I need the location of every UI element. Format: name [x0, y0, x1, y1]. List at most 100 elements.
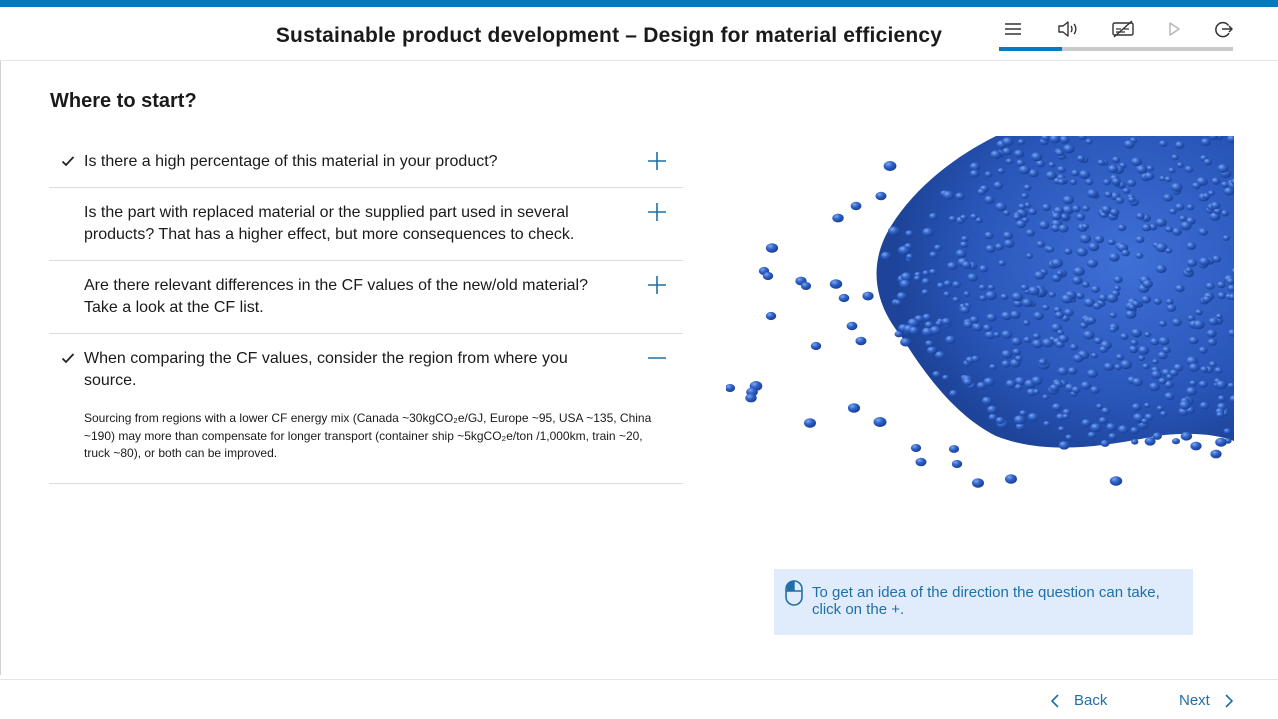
pellet: [800, 282, 812, 290]
pellet: [1102, 179, 1111, 186]
plus-icon[interactable]: [647, 275, 667, 295]
pellet: [1031, 339, 1044, 349]
pellet: [1017, 139, 1025, 145]
accordion-item[interactable]: When comparing the CF values, consider t…: [49, 334, 683, 484]
pellet: [979, 265, 989, 273]
pellet: [1186, 242, 1197, 250]
pellet: [1115, 197, 1125, 204]
pellet: [1215, 380, 1227, 390]
menu-icon[interactable]: [999, 18, 1027, 40]
pellet: [1165, 298, 1174, 305]
pellet: [1164, 392, 1175, 401]
top-accent-bar: [0, 0, 1278, 7]
toolbar: [999, 18, 1233, 44]
plus-icon[interactable]: [647, 151, 667, 171]
pellet: [1229, 395, 1234, 403]
next-button[interactable]: Next: [1179, 692, 1234, 709]
pellet: [1222, 235, 1230, 241]
speaker-icon[interactable]: [1054, 18, 1082, 40]
pellet: [1001, 330, 1013, 339]
pellet: [1034, 271, 1045, 280]
pellet: [1138, 345, 1150, 355]
pellet: [1062, 413, 1070, 420]
accordion-item[interactable]: Is there a high percentage of this mater…: [49, 137, 683, 188]
pellet: [1174, 141, 1185, 149]
pellet: [862, 291, 874, 301]
pellet: [1013, 415, 1026, 425]
plus-icon[interactable]: [647, 202, 667, 222]
pellet: [952, 281, 961, 288]
pellet: [1207, 338, 1217, 346]
pellet: [972, 478, 984, 488]
pellet: [1078, 170, 1091, 179]
pellet: [928, 213, 938, 220]
pellet: [1165, 226, 1174, 233]
pellet: [955, 249, 967, 259]
accordion-item[interactable]: Is the part with replaced material or th…: [49, 188, 683, 261]
pellet: [1078, 136, 1087, 140]
pellet: [1014, 384, 1023, 391]
play-icon[interactable]: [1160, 18, 1188, 40]
pellet: [1142, 363, 1150, 370]
pellet: [1195, 309, 1203, 316]
pellet: [1155, 218, 1167, 227]
pellet: [935, 320, 943, 327]
section-title: Where to start?: [50, 90, 197, 112]
pellet: [1158, 336, 1170, 346]
pellet: [989, 364, 997, 370]
pellet: [951, 460, 963, 468]
pellet: [988, 413, 998, 421]
pellet: [1217, 164, 1229, 173]
pellet: [1208, 136, 1219, 141]
chevron-right-icon: [1225, 693, 1233, 708]
pellet: [987, 284, 995, 291]
pellet: [1226, 136, 1234, 143]
pellet: [997, 168, 1005, 174]
pellet: [1174, 203, 1185, 211]
next-label: Next: [1179, 692, 1210, 709]
exit-icon[interactable]: [1209, 18, 1237, 40]
pellet: [1086, 259, 1098, 268]
pellet: [1095, 403, 1104, 410]
pellet: [1011, 337, 1022, 346]
pellet: [875, 191, 887, 201]
minus-icon[interactable]: [647, 348, 667, 368]
pellet: [1141, 418, 1149, 424]
pellet: [1188, 336, 1199, 345]
back-button[interactable]: Back: [1050, 692, 1107, 709]
pellet: [967, 273, 978, 282]
pellet: [1082, 281, 1090, 288]
pellet: [1109, 476, 1123, 486]
pellet: [1172, 438, 1180, 445]
pellet: [959, 241, 969, 248]
pellet: [1202, 295, 1212, 303]
pellet: [934, 351, 946, 360]
pellet: [1155, 242, 1168, 253]
pellet: [1092, 302, 1102, 310]
pellet: [986, 313, 997, 322]
pellet: [979, 295, 987, 302]
pellet: [1171, 154, 1179, 161]
pellet: [1122, 187, 1131, 194]
pellet: [1018, 165, 1031, 175]
pellet: [1075, 213, 1086, 221]
pellet: [1087, 317, 1097, 324]
subtitles-off-icon[interactable]: [1109, 18, 1137, 40]
pellet: [1023, 184, 1032, 191]
pellet: [1076, 155, 1086, 162]
pellet: [1036, 240, 1045, 248]
pellet: [1179, 215, 1187, 222]
pellet: [1153, 298, 1162, 305]
pellet: [909, 326, 920, 335]
pellet: [943, 291, 951, 297]
pellet: [1108, 253, 1120, 262]
pellet: [1081, 223, 1090, 230]
pellet: [1013, 299, 1023, 308]
pellet: [942, 190, 955, 200]
pellet: [998, 260, 1006, 267]
hint-box: To get an idea of the direction the ques…: [774, 569, 1193, 635]
accordion-item[interactable]: Are there relevant differences in the CF…: [49, 261, 683, 334]
pellet: [1130, 157, 1143, 167]
pellet: [977, 188, 986, 196]
pellet: [1056, 270, 1064, 277]
